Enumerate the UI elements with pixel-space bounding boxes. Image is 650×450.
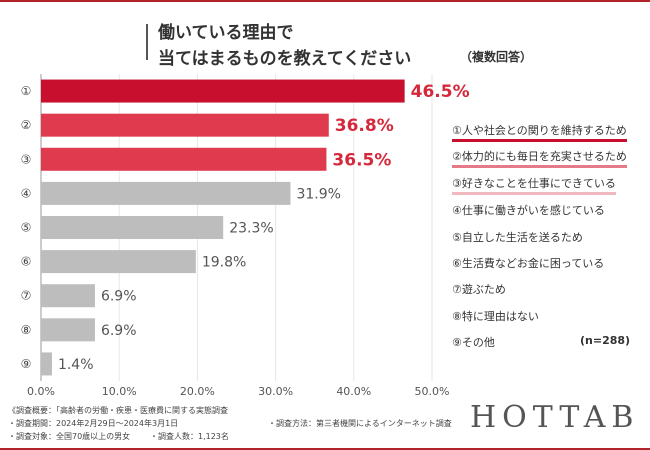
footnote-respondents: ・調査人数：1,123名 [150,432,229,441]
footnote-target: ・調査対象：全国70歳以上の男女 [8,432,131,441]
legend-item-5: ⑤自立した生活を送るため [452,231,583,244]
x-tick-label: 10.0% [102,385,137,398]
category-label: ⑤ [21,221,32,235]
bar [41,318,95,342]
category-label: ⑨ [21,357,32,371]
category-label: ③ [21,152,32,166]
title-accent-bar [146,24,148,60]
bar [41,250,196,274]
legend-item-9: ⑨その他 [452,336,495,349]
bar [41,216,224,239]
category-label: ⑧ [21,323,32,337]
top-frame-line [0,0,650,2]
value-label: 23.3% [229,221,273,237]
legend-item-8: ⑧特に理由はない [452,310,539,323]
bar [41,352,52,376]
chart-title-line-1: 働いている理由で [158,23,294,43]
legend-item-1: ①人や社会との関りを維持するため [452,122,627,142]
category-label: ④ [21,186,32,200]
x-tick-label: 40.0% [336,385,371,398]
value-label: 46.5% [411,82,470,102]
category-label: ⑥ [21,255,32,269]
sample-size-label: (n=288) [580,334,631,347]
footnote-overview: 《調査概要：「高齢者の労働・疾患・医療費に関する実態調査 [8,406,228,415]
legend-item-3: ③好きなことを仕事にできている [452,175,616,195]
legend-item-7: ⑦遊ぶため [452,283,506,296]
bar [41,79,405,103]
value-label: 31.9% [296,186,340,202]
x-tick-label: 30.0% [258,385,293,398]
category-label: ⑦ [21,289,32,303]
value-label: 36.5% [332,150,391,170]
x-tick-label: 0.0% [27,385,55,398]
value-label: 6.9% [101,289,137,305]
legend-item-2: ②体力的にも毎日を充実させるため [452,148,627,168]
chart-title-line-2: 当てはまるものを教えてください [158,49,412,69]
legend-item-6: ⑥生活費などお金に困っている [452,257,605,270]
category-label: ② [21,118,32,132]
bar [41,113,329,137]
value-label: 6.9% [101,323,137,339]
value-label: 1.4% [58,357,94,373]
bar [41,284,95,308]
multiple-answer-note: （複数回答） [460,50,533,64]
category-label: ① [21,84,32,98]
x-tick-label: 50.0% [415,385,450,398]
footnote-method: ・調査方法：第三者機関によるインターネット調査 [268,419,452,428]
bar [41,181,291,205]
footnote-period: ・調査期間：2024年2月29日〜2024年3月1日 [8,419,179,428]
bottom-frame-line [0,448,650,450]
x-tick-label: 20.0% [180,385,215,398]
brand-logo: HOTTAB [470,400,640,435]
legend-item-4: ④仕事に働きがいを感じている [452,204,605,217]
value-label: 19.8% [202,255,246,271]
bar [41,147,327,171]
value-label: 36.8% [335,116,394,136]
